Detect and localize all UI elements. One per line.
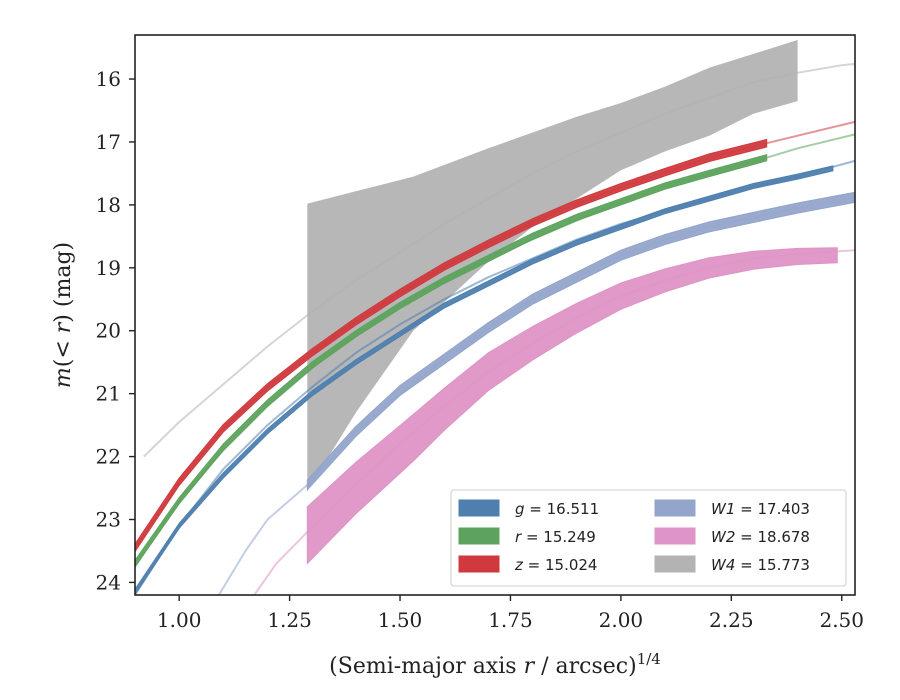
y-axis-label: m(< r) (mag) — [51, 242, 76, 388]
y-axis: 16 17 18 19 20 21 22 23 24 — [96, 67, 135, 594]
legend-swatch-r — [458, 527, 500, 545]
series-r-band — [135, 153, 768, 568]
legend-swatch-w2 — [654, 527, 696, 545]
x-tick-label: 1.25 — [267, 608, 312, 632]
series-w2-band — [306, 247, 838, 565]
y-tick-label: 23 — [96, 507, 121, 531]
legend-label-w2: W2 = 18.678 — [711, 528, 810, 546]
x-tick-label: 2.50 — [819, 608, 864, 632]
series-z-band — [135, 138, 768, 553]
legend-swatch-w4 — [654, 555, 696, 573]
x-tick-label: 2.00 — [599, 608, 644, 632]
legend: g = 16.511 r = 15.249 z = 15.024 W1 = 17.40… — [450, 489, 847, 587]
y-tick-label: 22 — [96, 445, 121, 469]
y-tick-label: 24 — [96, 570, 121, 594]
x-tick-label: 1.00 — [157, 608, 202, 632]
legend-swatch-g — [458, 499, 500, 517]
legend-swatch-z — [458, 555, 500, 573]
legend-label-r: r = 15.249 — [515, 528, 596, 546]
x-tick-label: 1.75 — [488, 608, 533, 632]
plot-frame — [134, 34, 856, 596]
y-tick-label: 18 — [96, 193, 121, 217]
x-tick-label: 1.50 — [378, 608, 423, 632]
series-g-band — [135, 165, 834, 595]
series-w4-extrapolated-line — [143, 62, 855, 458]
series-w1-band — [306, 191, 855, 492]
w4-band-fill — [307, 40, 798, 492]
legend-swatch-w1 — [654, 499, 696, 517]
legend-label-w4: W4 = 15.773 — [711, 556, 810, 574]
legend-label-g: g = 16.511 — [515, 500, 599, 518]
y-tick-label: 19 — [96, 256, 121, 280]
legend-label-w1: W1 = 17.403 — [711, 500, 810, 518]
x-axis: 1.00 1.25 1.50 1.75 2.00 2.25 2.50 — [157, 595, 864, 632]
y-tick-label: 17 — [96, 130, 121, 154]
y-tick-label: 21 — [96, 382, 121, 406]
legend-label-z: z = 15.024 — [514, 556, 597, 574]
x-axis-label: (Semi-major axis r / arcsec)1/4 — [329, 650, 661, 679]
legend-frame — [450, 489, 847, 587]
data-layer — [135, 40, 855, 595]
y-tick-label: 16 — [96, 67, 121, 91]
x-tick-label: 2.25 — [709, 608, 754, 632]
y-tick-label: 20 — [96, 319, 121, 343]
